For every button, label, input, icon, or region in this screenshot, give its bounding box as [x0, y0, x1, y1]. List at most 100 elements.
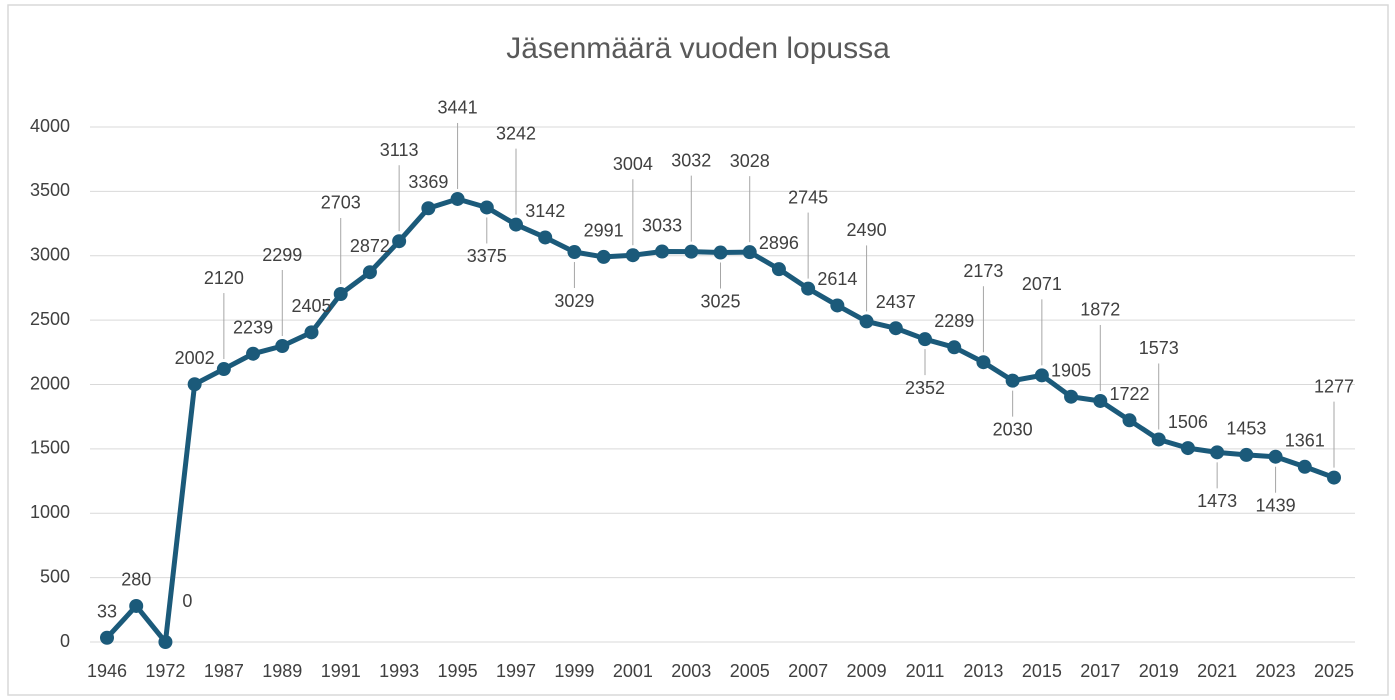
x-tick-label: 1989 — [262, 661, 302, 681]
data-label: 1439 — [1256, 495, 1296, 515]
data-point — [1268, 449, 1283, 464]
y-tick-label: 500 — [40, 566, 70, 586]
x-tick-label: 2023 — [1256, 661, 1296, 681]
x-tick-label: 2001 — [613, 661, 653, 681]
data-point — [655, 244, 670, 259]
data-point — [158, 635, 173, 649]
data-point — [421, 201, 436, 216]
data-label: 3369 — [408, 172, 448, 192]
chart-title: Jäsenmäärä vuoden lopussa — [506, 32, 890, 65]
data-point — [888, 321, 903, 336]
data-point — [304, 325, 319, 340]
data-point — [947, 340, 962, 355]
data-label: 2703 — [321, 193, 361, 213]
data-point — [1210, 445, 1225, 460]
data-point — [567, 245, 582, 260]
x-tick-label: 1972 — [145, 661, 185, 681]
data-point — [392, 234, 407, 249]
data-point — [1180, 441, 1195, 456]
data-label: 2745 — [788, 187, 828, 207]
data-label: 2872 — [350, 236, 390, 256]
data-label: 1872 — [1080, 300, 1120, 320]
data-point — [742, 245, 757, 260]
data-label: 3032 — [671, 150, 711, 170]
y-tick-label: 0 — [60, 631, 70, 651]
data-point — [1093, 393, 1108, 408]
data-label: 1506 — [1168, 412, 1208, 432]
y-tick-label: 3500 — [30, 180, 70, 200]
data-label: 3113 — [380, 140, 419, 160]
y-tick-label: 1000 — [30, 502, 70, 522]
data-point — [918, 332, 932, 347]
data-point — [830, 298, 845, 313]
data-point — [771, 262, 786, 277]
data-label: 2173 — [963, 261, 1003, 281]
x-tick-label: 1991 — [321, 661, 361, 681]
data-label: 1453 — [1226, 419, 1266, 439]
data-point — [100, 630, 114, 645]
data-label: 2896 — [759, 233, 799, 253]
data-point — [1005, 373, 1020, 388]
data-point — [129, 598, 144, 613]
data-point — [1122, 413, 1137, 428]
x-tick-label: 1999 — [554, 661, 594, 681]
x-tick-label: 1946 — [87, 661, 127, 681]
x-tick-label: 2011 — [906, 661, 945, 681]
x-tick-label: 2003 — [671, 661, 711, 681]
data-label: 3029 — [554, 291, 594, 311]
data-point — [1151, 432, 1166, 447]
x-tick-label: 2019 — [1139, 661, 1179, 681]
data-label: 2030 — [993, 419, 1033, 439]
y-tick-label: 2000 — [30, 373, 70, 393]
data-point — [509, 217, 523, 232]
data-label: 3028 — [730, 151, 770, 171]
data-label: 2405 — [291, 296, 331, 316]
data-label: 2299 — [262, 245, 302, 265]
data-point — [187, 377, 202, 392]
data-label: 2289 — [934, 311, 974, 331]
x-tick-label: 1997 — [496, 661, 536, 681]
data-label: 1361 — [1285, 431, 1325, 451]
data-point — [275, 339, 290, 354]
data-point — [246, 346, 261, 361]
data-label: 33 — [97, 602, 117, 622]
data-point — [538, 230, 553, 245]
data-point — [216, 362, 231, 377]
data-label: 3375 — [467, 246, 507, 266]
x-tick-label: 2005 — [730, 661, 770, 681]
x-tick-label: 1987 — [204, 661, 244, 681]
x-tick-label: 2015 — [1022, 661, 1062, 681]
data-label: 3025 — [700, 291, 740, 311]
data-point — [1297, 459, 1312, 474]
data-point — [1034, 368, 1049, 383]
data-point — [684, 244, 699, 259]
data-label: 1277 — [1314, 376, 1354, 396]
data-label: 2352 — [905, 378, 945, 398]
data-point — [362, 265, 377, 280]
data-point — [596, 249, 611, 264]
data-label: 3142 — [525, 201, 565, 221]
x-tick-label: 2007 — [788, 661, 828, 681]
data-point — [1239, 447, 1254, 462]
y-tick-label: 1500 — [30, 438, 70, 458]
data-point — [1327, 470, 1341, 485]
chart-border — [7, 4, 1389, 696]
x-tick-label: 2021 — [1197, 661, 1237, 681]
data-label: 2991 — [584, 221, 624, 241]
data-label: 280 — [121, 570, 151, 590]
x-tick-label: 2009 — [847, 661, 887, 681]
x-tick-label: 1995 — [438, 661, 478, 681]
data-point — [801, 281, 816, 296]
data-point — [479, 200, 494, 215]
data-point — [1064, 389, 1079, 404]
data-point — [450, 191, 465, 206]
data-point — [333, 286, 348, 301]
x-tick-label: 2017 — [1080, 661, 1120, 681]
data-label: 2239 — [233, 317, 273, 337]
data-label: 3441 — [438, 98, 478, 118]
data-label: 2614 — [817, 269, 857, 289]
x-tick-label: 2013 — [963, 661, 1003, 681]
data-point — [859, 314, 874, 329]
